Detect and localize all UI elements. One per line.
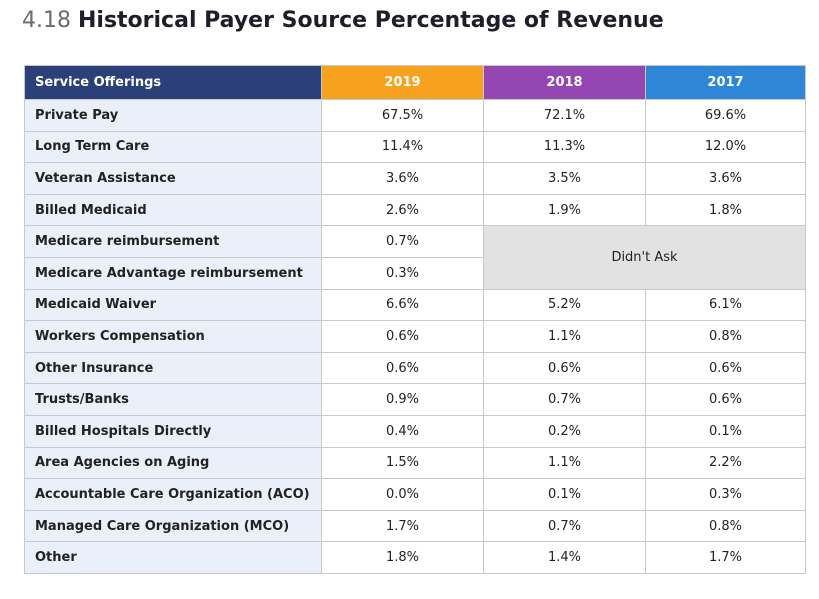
row-label: Medicare reimbursement bbox=[24, 225, 322, 258]
cell: 0.1% bbox=[483, 478, 646, 511]
cell: 1.7% bbox=[321, 509, 484, 543]
column-header: 2019 bbox=[321, 65, 484, 100]
cell: 6.1% bbox=[645, 288, 806, 322]
cell: 0.9% bbox=[321, 383, 484, 416]
table-row: Medicare reimbursement 0.7% Didn't Ask bbox=[24, 225, 806, 290]
cell: 3.5% bbox=[483, 162, 646, 195]
section-number: 4.18 bbox=[22, 8, 71, 33]
row-label: Managed Care Organization (MCO) bbox=[24, 509, 322, 543]
row-label: Private Pay bbox=[24, 99, 322, 132]
cell: 0.2% bbox=[483, 414, 646, 448]
cell: 0.1% bbox=[645, 414, 806, 448]
cell: 0.4% bbox=[321, 414, 484, 448]
table-row: Other 1.8% 1.4% 1.7% bbox=[24, 541, 806, 574]
table-row: Private Pay 67.5% 72.1% 69.6% bbox=[24, 99, 806, 132]
table-row: Billed Hospitals Directly 0.4% 0.2% 0.1% bbox=[24, 414, 806, 448]
table-row: Trusts/Banks 0.9% 0.7% 0.6% bbox=[24, 383, 806, 416]
cell: 0.7% bbox=[483, 383, 646, 416]
cell: 2.2% bbox=[645, 446, 806, 480]
cell: 1.5% bbox=[321, 446, 484, 480]
cell: 0.6% bbox=[645, 351, 806, 385]
row-label: Billed Hospitals Directly bbox=[24, 414, 322, 448]
title: Historical Payer Source Percentage of Re… bbox=[77, 8, 664, 33]
column-header: 2017 bbox=[645, 65, 806, 100]
table-row: Other Insurance 0.6% 0.6% 0.6% bbox=[24, 351, 806, 385]
cell: 67.5% bbox=[321, 99, 484, 132]
row-label: Accountable Care Organization (ACO) bbox=[24, 478, 322, 511]
cell: 1.8% bbox=[321, 541, 484, 574]
cell: 1.1% bbox=[483, 320, 646, 353]
cell: 2.6% bbox=[321, 193, 484, 227]
heading: 4.18 Historical Payer Source Percentage … bbox=[22, 8, 664, 33]
cell: 69.6% bbox=[645, 99, 806, 132]
cell: 0.8% bbox=[645, 320, 806, 353]
row-label: Workers Compensation bbox=[24, 320, 322, 353]
table-head: Service Offerings 2019 2018 2017 bbox=[24, 65, 806, 100]
payer-table: Service Offerings 2019 2018 2017 Private Pa… bbox=[24, 65, 806, 574]
row-label: Medicare Advantage reimbursement bbox=[24, 256, 322, 290]
cell: 3.6% bbox=[321, 162, 484, 195]
table-row: Accountable Care Organization (ACO) 0.0% 0… bbox=[24, 478, 806, 511]
column-header: Service Offerings bbox=[24, 65, 322, 100]
row-label: Trusts/Banks bbox=[24, 383, 322, 416]
table-row: Workers Compensation 0.6% 1.1% 0.8% bbox=[24, 320, 806, 353]
cell: 1.1% bbox=[483, 446, 646, 480]
cell: 1.4% bbox=[483, 541, 646, 574]
cell: 1.7% bbox=[645, 541, 806, 574]
cell: 12.0% bbox=[645, 130, 806, 164]
table-row: Medicaid Waiver 6.6% 5.2% 6.1% bbox=[24, 288, 806, 322]
cell: 0.3% bbox=[321, 256, 484, 290]
table-row: Veteran Assistance 3.6% 3.5% 3.6% bbox=[24, 162, 806, 195]
table-row: Area Agencies on Aging 1.5% 1.1% 2.2% bbox=[24, 446, 806, 480]
row-label: Medicaid Waiver bbox=[24, 288, 322, 322]
cell: 0.6% bbox=[321, 351, 484, 385]
row-label: Billed Medicaid bbox=[24, 193, 322, 227]
row-label: Area Agencies on Aging bbox=[24, 446, 322, 480]
cell: 0.0% bbox=[321, 478, 484, 511]
cell: 0.6% bbox=[321, 320, 484, 353]
cell: 0.6% bbox=[483, 351, 646, 385]
cell: 11.4% bbox=[321, 130, 484, 164]
cell: 0.8% bbox=[645, 509, 806, 543]
cell: 0.6% bbox=[645, 383, 806, 416]
table-body: Private Pay 67.5% 72.1% 69.6% Long Term Care… bbox=[24, 99, 806, 574]
didnt-ask-cell: Didn't Ask bbox=[483, 225, 806, 290]
column-header: 2018 bbox=[483, 65, 646, 100]
table-row: Billed Medicaid 2.6% 1.9% 1.8% bbox=[24, 193, 806, 227]
cell: 0.7% bbox=[483, 509, 646, 543]
cell: 1.8% bbox=[645, 193, 806, 227]
table-row: Managed Care Organization (MCO) 1.7% 0.7% 0… bbox=[24, 509, 806, 543]
row-label: Long Term Care bbox=[24, 130, 322, 164]
cell: 11.3% bbox=[483, 130, 646, 164]
cell: 0.7% bbox=[321, 225, 484, 258]
row-label: Other Insurance bbox=[24, 351, 322, 385]
cell: 0.3% bbox=[645, 478, 806, 511]
row-label: Other bbox=[24, 541, 322, 574]
table-row: Long Term Care 11.4% 11.3% 12.0% bbox=[24, 130, 806, 164]
cell: 6.6% bbox=[321, 288, 484, 322]
row-label: Veteran Assistance bbox=[24, 162, 322, 195]
table-row: Medicare Advantage reimbursement 0.3% bbox=[24, 256, 806, 290]
cell: 1.9% bbox=[483, 193, 646, 227]
cell: 72.1% bbox=[483, 99, 646, 132]
header-row: Service Offerings 2019 2018 2017 bbox=[24, 65, 806, 100]
cell: 5.2% bbox=[483, 288, 646, 322]
cell: 3.6% bbox=[645, 162, 806, 195]
